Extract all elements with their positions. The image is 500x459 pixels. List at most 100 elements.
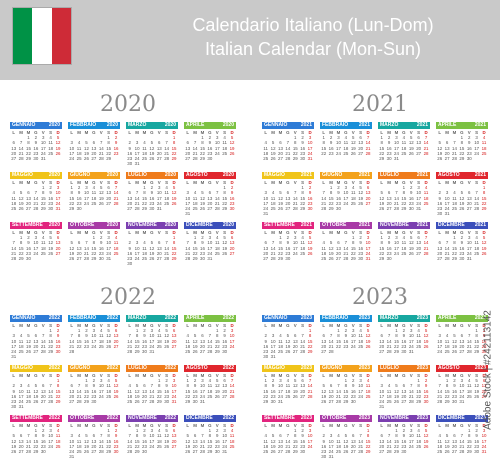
day-cell: 8	[201, 140, 204, 146]
day-cell: 10	[222, 433, 228, 439]
day-cell: 31	[365, 255, 371, 261]
day-cell: 6	[172, 328, 176, 334]
weekday-label: L	[322, 423, 326, 428]
day-cell: 12	[394, 388, 399, 394]
day-cell: 12	[285, 338, 291, 344]
day-cell: 6	[329, 383, 333, 389]
day-cell: 28	[474, 205, 480, 211]
day-cell: 6	[322, 333, 325, 339]
day-cell: 23	[40, 443, 46, 449]
day-cell: 24	[481, 443, 487, 449]
month-header: MARZO 2023	[378, 315, 430, 322]
day-grid: L M M G V S D 1 2 3 4 5 6 7 8 9 10 11 12 13 14 15 16 17 18 19 20 21…	[68, 323, 120, 354]
weekday-label: D	[56, 130, 60, 135]
weekday-label: M	[19, 423, 23, 428]
day-cell: 30	[401, 348, 407, 354]
day-cell: 25	[192, 205, 198, 211]
day-cell: 24	[222, 443, 228, 449]
day-cell: 21	[207, 343, 213, 349]
day-cell: 10	[40, 140, 46, 146]
day-cell: 4	[417, 328, 420, 334]
day-grid: L M M G V S D 1 2 3 4 5 6 7 8 9 10 11 12 13 14 15 16 17 18 19 20 21…	[184, 323, 236, 354]
day-cell: 16	[164, 388, 170, 394]
day-grid: L M M G V S D 1 2 3 4 5 6 7 8 9 10 11 12 13 14 15 16 17 18 19 20 21…	[126, 323, 178, 354]
day-cell: 6	[27, 190, 30, 196]
month-year: 2022	[222, 415, 234, 421]
weekday-label: D	[424, 230, 428, 235]
day-cell: 3	[366, 235, 370, 241]
day-cell: 11	[300, 240, 305, 246]
weekday-label: M	[193, 323, 197, 328]
day-cell: 5	[279, 190, 282, 196]
day-cell: 22	[26, 150, 31, 156]
weekday-label: V	[467, 373, 471, 378]
day-cell: 16	[300, 438, 306, 444]
day-cell: 13	[185, 145, 191, 151]
weekday-label: L	[380, 373, 384, 378]
weekday-label: V	[41, 230, 45, 235]
weekday-label: M	[142, 423, 147, 428]
day-cell: 28	[300, 348, 306, 354]
month-header: DICEMBRE 2020	[184, 222, 236, 229]
day-cell: 5	[165, 428, 168, 434]
weekday-label: M	[394, 230, 399, 235]
day-cell: 12	[423, 433, 429, 439]
day-cell: 3	[107, 235, 110, 241]
day-cell: 6	[417, 235, 420, 241]
day-cell: 18	[214, 245, 220, 251]
day-cell: 11	[142, 245, 147, 251]
month-header: MAGGIO 2020	[10, 172, 62, 179]
day-cell: 13	[481, 383, 487, 389]
day-cell: 11	[222, 140, 227, 146]
weekday-label: V	[351, 130, 355, 135]
day-cell: 16	[127, 250, 133, 256]
day-cell: 4	[77, 433, 81, 439]
day-cell: 7	[230, 378, 234, 384]
day-cell: 10	[33, 240, 39, 246]
day-grid: L M M G V S D 1 2 3 4 5 6 7 8 9 10 11 12 13 14 15 16 17 18 19 20 21…	[68, 180, 120, 211]
day-cell: 21	[98, 443, 104, 449]
day-cell: 18	[26, 393, 31, 399]
day-cell: 29	[207, 448, 213, 454]
day-cell: 4	[417, 428, 420, 434]
day-cell: 14	[18, 145, 24, 151]
day-cell: 1	[186, 378, 189, 384]
day-cell: 23	[386, 150, 392, 156]
day-cell: 15	[33, 438, 39, 444]
day-cell: 3	[150, 428, 154, 434]
day-cell: 16	[142, 438, 147, 444]
day-cell: 12	[444, 438, 450, 444]
day-cell: 25	[26, 398, 31, 404]
day-cell: 3	[208, 235, 212, 241]
day-cell: 10	[185, 195, 191, 201]
day-cell: 3	[34, 235, 38, 241]
day-cell: 21	[76, 393, 82, 399]
day-cell: 16	[358, 245, 364, 251]
day-cell: 3	[100, 378, 103, 384]
weekday-label: L	[128, 130, 132, 135]
day-cell: 7	[337, 383, 340, 389]
day-cell: 2	[143, 428, 146, 434]
weekday-label: M	[452, 423, 457, 428]
day-cell: 26	[365, 343, 371, 349]
day-cell: 6	[56, 235, 60, 241]
day-cell: 18	[263, 443, 269, 449]
day-cell: 21	[386, 343, 392, 349]
weekday-label: G	[460, 423, 464, 428]
day-cell: 24	[278, 393, 283, 399]
day-cell: 14	[113, 190, 119, 196]
day-cell: 21	[200, 443, 205, 449]
day-cell: 5	[165, 328, 168, 334]
day-cell: 30	[307, 205, 313, 211]
day-cell: 13	[336, 245, 341, 251]
day-cell: 5	[150, 240, 154, 246]
day-cell: 16	[386, 145, 392, 151]
day-cell: 13	[127, 195, 133, 201]
month-header: MARZO 2021	[378, 122, 430, 129]
day-cell: 17	[263, 200, 269, 206]
day-cell: 22	[321, 150, 327, 156]
weekday-label: M	[336, 130, 341, 135]
weekday-label: D	[308, 423, 312, 428]
day-cell: 24	[106, 250, 112, 256]
day-cell: 21	[285, 150, 291, 156]
